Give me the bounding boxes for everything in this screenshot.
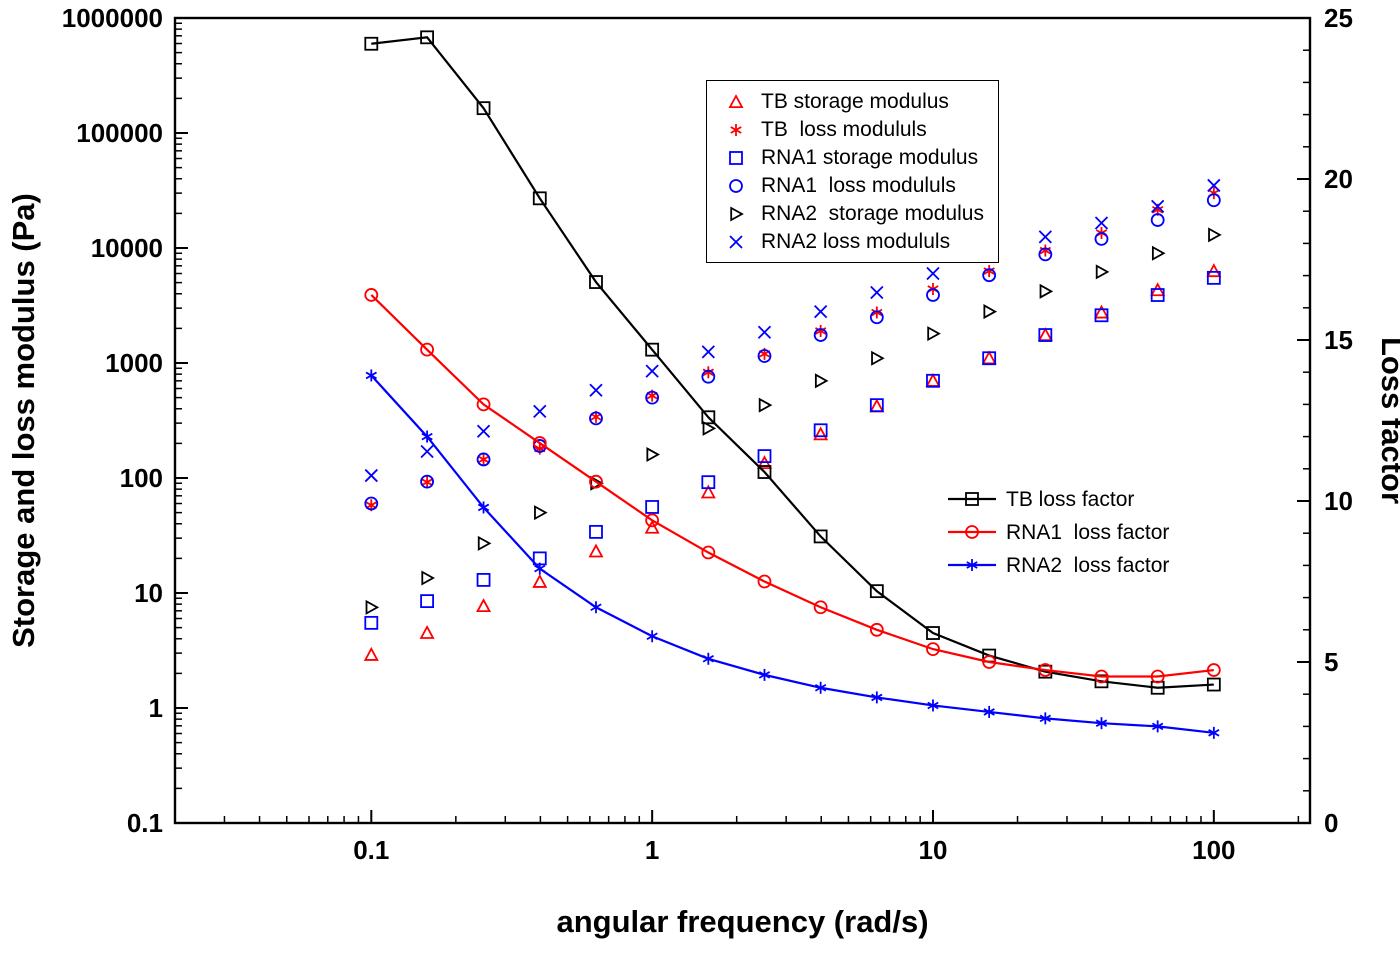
legend-item-rna2-loss-factor: RNA2 loss factor	[946, 552, 1169, 578]
square-icon	[721, 147, 751, 169]
asterisk-icon	[721, 119, 751, 141]
legend-item-rna2-storage: RNA2 storage modulus	[721, 200, 984, 227]
line-circle-icon	[946, 521, 998, 543]
triangle-up-icon	[721, 91, 751, 113]
legend-label: RNA1 loss factor	[1006, 520, 1170, 544]
svg-text:15: 15	[1324, 325, 1353, 355]
circle-icon	[721, 175, 751, 197]
svg-text:5: 5	[1324, 647, 1338, 677]
svg-text:10: 10	[1324, 486, 1353, 516]
svg-text:1: 1	[645, 835, 659, 865]
legend-item-rna2-loss: RNA2 loss modululs	[721, 228, 984, 255]
legend-item-rna1-loss: RNA1 loss modululs	[721, 172, 984, 199]
svg-text:10: 10	[919, 835, 948, 865]
svg-text:1000000: 1000000	[62, 3, 163, 33]
svg-text:20: 20	[1324, 164, 1353, 194]
svg-text:10000: 10000	[91, 233, 163, 263]
line-square-icon	[946, 488, 998, 510]
legend-label: RNA1 storage modulus	[761, 146, 979, 169]
legend-label: RNA2 loss modululs	[761, 230, 951, 253]
legend-item-tb-loss: TB loss modululs	[721, 116, 984, 143]
legend-item-rna1-loss-factor: RNA1 loss factor	[946, 519, 1169, 545]
triangle-right-icon	[721, 203, 751, 225]
svg-text:angular frequency (rad/s): angular frequency (rad/s)	[556, 904, 928, 939]
legend-loss-factor-lines: TB loss factor RNA1 loss factor RNA2 los…	[946, 486, 1169, 578]
legend-label: RNA2 storage modulus	[761, 202, 984, 225]
legend-label: RNA1 loss modululs	[761, 174, 956, 197]
svg-text:100000: 100000	[76, 118, 163, 148]
svg-text:100: 100	[120, 463, 163, 493]
x-icon	[721, 231, 751, 253]
svg-text:Loss factor: Loss factor	[1375, 337, 1400, 504]
svg-text:1: 1	[149, 693, 163, 723]
legend-label: TB loss factor	[1006, 487, 1135, 511]
legend-label: TB storage modulus	[761, 90, 949, 113]
legend-scatter-series: TB storage modulus TB loss modululs RNA1…	[706, 80, 999, 263]
svg-text:100: 100	[1192, 835, 1235, 865]
svg-text:0.1: 0.1	[127, 808, 163, 838]
legend-label: TB loss modululs	[761, 118, 927, 141]
svg-text:0.1: 0.1	[353, 835, 389, 865]
svg-text:0: 0	[1324, 808, 1338, 838]
line-asterisk-icon	[946, 554, 998, 576]
legend-item-rna1-storage: RNA1 storage modulus	[721, 144, 984, 171]
svg-text:10: 10	[134, 578, 163, 608]
legend-item-tb-storage: TB storage modulus	[721, 88, 984, 115]
svg-text:1000: 1000	[105, 348, 163, 378]
legend-item-tb-loss-factor: TB loss factor	[946, 486, 1169, 512]
legend-label: RNA2 loss factor	[1006, 553, 1170, 577]
svg-text:25: 25	[1324, 3, 1353, 33]
svg-text:Storage and loss modulus (Pa): Storage and loss modulus (Pa)	[6, 193, 41, 648]
